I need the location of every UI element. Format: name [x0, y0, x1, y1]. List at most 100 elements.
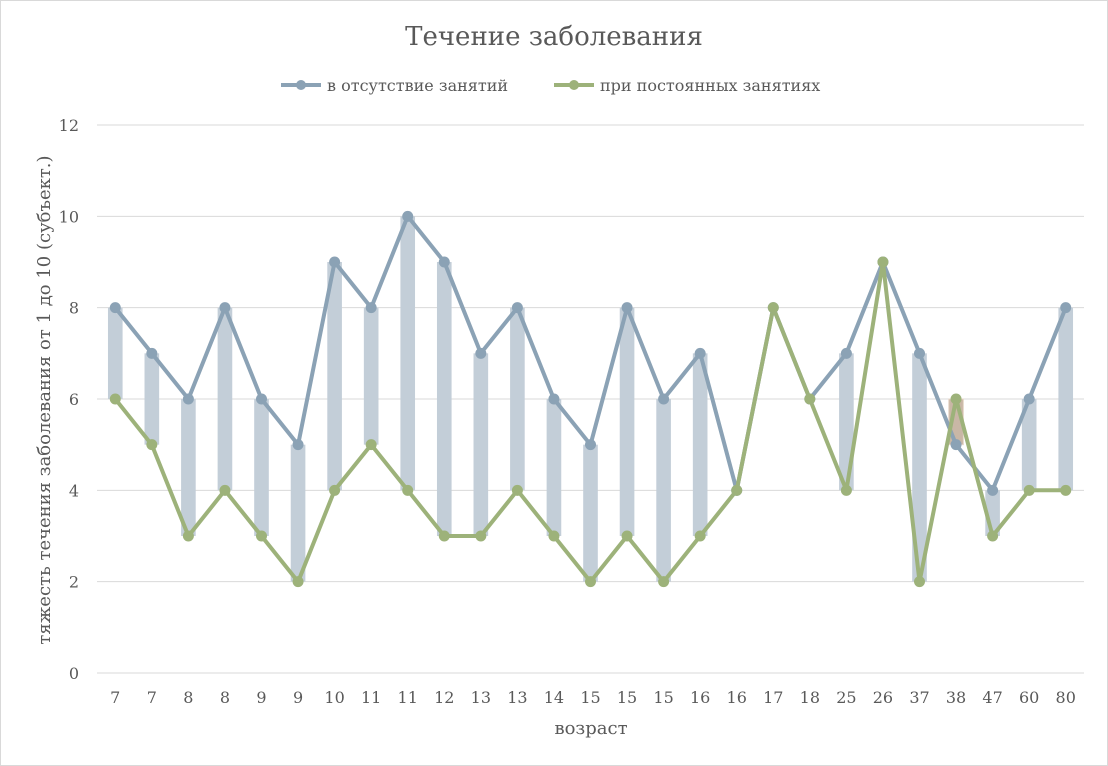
legend-item-series-2: при постоянных занятиях — [554, 76, 820, 95]
range-bar — [692, 353, 708, 536]
x-tick-label: 15 — [653, 688, 673, 707]
y-tick-label: 2 — [69, 573, 79, 592]
series-1-point — [475, 347, 487, 359]
series-1-point — [329, 256, 341, 268]
series-1-point — [914, 347, 925, 359]
series-1-point — [402, 210, 414, 222]
range-bar — [656, 399, 671, 582]
x-tick-label: 9 — [256, 688, 266, 707]
series-1-point — [109, 302, 121, 314]
series-2-point — [438, 530, 450, 542]
range-bar — [181, 399, 196, 536]
y-tick-label: 10 — [59, 207, 79, 226]
series-2-point — [219, 484, 231, 496]
series-2-point — [256, 530, 267, 542]
x-axis-ticks: 7 7 8 8 9 9 10 11 11 12 13 13 14 15 15 15 16 16 17 18 25 26 37… — [110, 688, 1076, 707]
y-tick-label: 12 — [59, 116, 79, 135]
x-tick-label: 8 — [183, 688, 193, 707]
series-2-point — [329, 484, 341, 496]
range-bar — [473, 353, 489, 536]
series-2-point — [1023, 484, 1035, 496]
x-tick-label: 7 — [147, 688, 157, 707]
series-2-point — [731, 484, 743, 496]
range-bar — [254, 399, 269, 536]
chart-title: Течение заболевания — [405, 22, 703, 52]
range-bar — [327, 262, 342, 491]
series-2-point — [1060, 484, 1072, 496]
x-tick-label: 9 — [293, 688, 303, 707]
series-1-point — [585, 439, 596, 451]
x-tick-label: 13 — [471, 688, 491, 707]
legend-label-series-2: при постоянных занятиях — [600, 76, 820, 95]
range-bar — [1021, 399, 1037, 491]
x-tick-label: 11 — [398, 688, 418, 707]
x-tick-label: 11 — [361, 688, 381, 707]
legend-marker-series-2 — [569, 80, 579, 90]
series-2-point — [292, 576, 304, 588]
series-1-point — [219, 302, 231, 314]
series-1-point — [621, 302, 633, 314]
series-2-point — [840, 484, 852, 496]
range-bar — [290, 444, 306, 582]
range-bar — [510, 307, 525, 491]
series-2-point — [511, 484, 523, 496]
y-axis-title: тяжесть течения заболевания от 1 до 10 (… — [34, 155, 55, 644]
series-2-point — [914, 576, 925, 588]
range-bar — [619, 307, 635, 536]
x-tick-label: 10 — [324, 688, 344, 707]
legend-label-series-1: в отсутствие занятий — [327, 76, 508, 95]
range-bar — [583, 444, 598, 582]
range-bar — [144, 353, 160, 445]
series-2-point — [767, 302, 779, 314]
x-tick-label: 16 — [690, 688, 710, 707]
x-tick-label: 17 — [763, 688, 783, 707]
x-tick-label: 47 — [982, 688, 1002, 707]
x-tick-label: 25 — [836, 688, 856, 707]
range-bar — [912, 353, 927, 582]
series-2-point — [146, 439, 158, 451]
range-bar — [436, 262, 452, 536]
x-tick-label: 60 — [1019, 688, 1039, 707]
legend-marker-series-1 — [296, 80, 306, 90]
x-tick-label: 13 — [507, 688, 527, 707]
series-1-point — [292, 439, 304, 451]
series-1-point — [182, 393, 194, 405]
y-axis-ticks: 0 2 4 6 8 10 12 — [59, 116, 79, 683]
x-tick-label: 15 — [580, 688, 600, 707]
series-1-point — [658, 393, 670, 405]
x-tick-label: 8 — [220, 688, 230, 707]
series-2-point — [585, 576, 596, 588]
series-points — [109, 210, 1072, 588]
series-1-point — [438, 256, 450, 268]
legend: в отсутствие занятий при постоянных заня… — [281, 76, 820, 95]
x-tick-label: 16 — [727, 688, 747, 707]
series-2-point — [804, 393, 816, 405]
series-1-point — [840, 347, 852, 359]
range-bar — [400, 216, 416, 491]
series-2-point — [548, 530, 560, 542]
range-bar — [363, 307, 379, 445]
x-tick-label: 12 — [434, 688, 454, 707]
series-1-point — [146, 347, 158, 359]
y-tick-label: 6 — [69, 390, 79, 409]
x-tick-label: 18 — [800, 688, 820, 707]
range-bar — [1058, 307, 1074, 491]
x-tick-label: 37 — [909, 688, 929, 707]
series-2-point — [621, 530, 633, 542]
series-2-point — [402, 484, 414, 496]
series-2-point — [109, 393, 121, 405]
x-axis-title: возраст — [554, 718, 627, 739]
series-2-point — [694, 530, 706, 542]
x-tick-label: 26 — [873, 688, 893, 707]
series-1-point — [1023, 393, 1035, 405]
y-tick-label: 4 — [69, 481, 79, 500]
range-bar — [546, 399, 562, 536]
x-tick-label: 38 — [946, 688, 966, 707]
series-1-point — [511, 302, 523, 314]
series-2-point — [475, 530, 487, 542]
series-1-point — [694, 347, 706, 359]
series-1-point — [950, 439, 962, 451]
series-2-point — [182, 530, 194, 542]
